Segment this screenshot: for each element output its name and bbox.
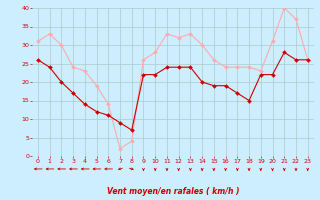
Text: Vent moyen/en rafales ( km/h ): Vent moyen/en rafales ( km/h ) <box>107 187 239 196</box>
